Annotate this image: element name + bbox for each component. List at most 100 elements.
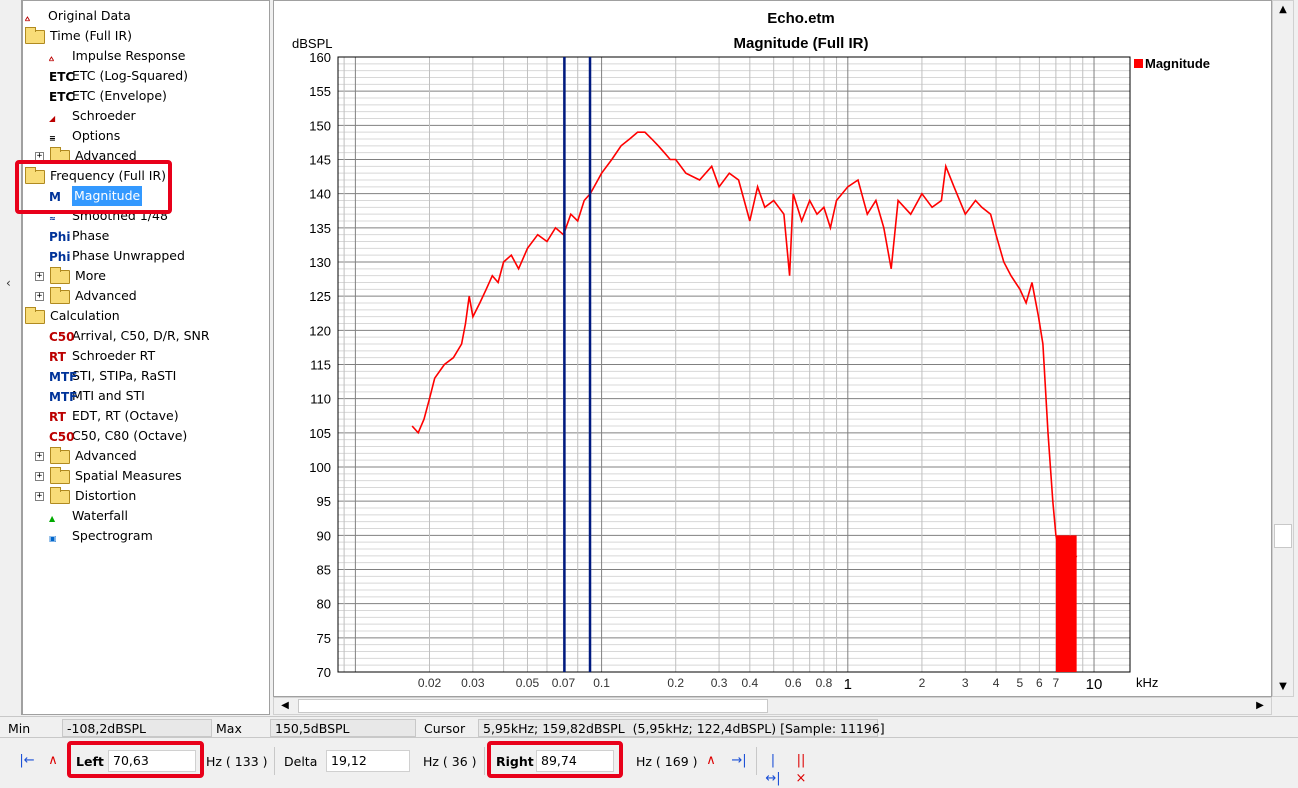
expand-icon[interactable]: + — [35, 470, 44, 481]
tree-item[interactable]: Time (Full IR) — [25, 26, 132, 46]
tree-item-label: Original Data — [48, 8, 131, 23]
zoom-to-cursors-icon[interactable]: |↔| — [765, 753, 781, 786]
scroll-up-icon[interactable]: ▲ — [1279, 4, 1287, 15]
expand-icon[interactable]: + — [35, 270, 44, 281]
tree-item-label: ETC (Envelope) — [72, 88, 167, 103]
y-tick-label: 80 — [317, 597, 331, 612]
tree-item[interactable]: Frequency (Full IR) — [25, 166, 166, 186]
x-tick-label: 0.2 — [667, 676, 684, 690]
folder-icon — [50, 487, 70, 504]
expand-icon[interactable]: + — [35, 290, 44, 301]
tree-item[interactable]: ETC ETC (Envelope) — [49, 86, 167, 106]
left-cursor-peak-icon[interactable]: ∧ — [48, 753, 58, 768]
x-tick-label: 4 — [993, 676, 1000, 690]
tree-item-label: More — [75, 268, 106, 283]
x-tick-label: 0.03 — [461, 676, 485, 690]
tree-item[interactable]: MTF MTI and STI — [49, 386, 145, 406]
expand-icon[interactable]: + — [35, 450, 44, 461]
x-axis-label: kHz — [1136, 675, 1158, 690]
x-tick-label: 0.07 — [552, 676, 576, 690]
right-cursor-peak-icon[interactable]: ∧ — [706, 753, 716, 768]
y-tick-label: 95 — [317, 494, 331, 509]
waterfall-icon: ▲ — [49, 514, 56, 523]
scroll-down-icon[interactable]: ▼ — [1279, 681, 1287, 692]
cursor-toolbar: |← ∧ Left 70,63 Hz ( 133 ) Delta 19,12 H… — [0, 739, 1298, 786]
collapse-arrow-icon[interactable]: ‹ — [6, 276, 11, 290]
tree-item[interactable]: ETC ETC (Log-Squared) — [49, 66, 188, 86]
y-tick-label: 105 — [309, 426, 331, 441]
tree-item-label: STI, STIPa, RaSTI — [72, 368, 177, 383]
options-icon: ≡ — [49, 134, 56, 143]
phase-unwrapped-icon: Phi — [49, 250, 71, 264]
tree-item[interactable]: MTF STI, STIPa, RaSTI — [49, 366, 176, 386]
vertical-scrollbar[interactable]: ▲ ▼ — [1272, 0, 1294, 697]
expand-icon[interactable]: + — [35, 490, 44, 501]
tree-item[interactable]: M Magnitude — [49, 186, 143, 206]
delta-input[interactable]: 19,12 — [326, 750, 410, 772]
tree-item[interactable]: + Advanced — [35, 446, 137, 466]
tree-item-label: Arrival, C50, D/R, SNR — [72, 328, 210, 343]
tree-item[interactable]: ≈ Smoothed 1/48 — [49, 206, 168, 226]
tree-item[interactable]: ◢ Schroeder — [49, 106, 136, 126]
tree-item[interactable]: ⩟ Original Data — [25, 6, 131, 26]
x-tick-label: 2 — [919, 676, 926, 690]
tree-item[interactable]: ▲ Waterfall — [49, 506, 128, 526]
x-tick-label: 0.1 — [593, 676, 610, 690]
vertical-scroll-thumb[interactable] — [1274, 524, 1292, 548]
move-right-cursor-to-end-icon[interactable]: →| — [731, 753, 747, 768]
phase-icon: Phi — [49, 230, 71, 244]
expand-icon[interactable]: + — [35, 150, 44, 161]
status-row: Min -108,2dBSPL Max 150,5dBSPL Cursor 5,… — [0, 716, 1298, 738]
scroll-right-icon[interactable]: ▶ — [1256, 700, 1264, 711]
y-tick-label: 135 — [309, 221, 331, 236]
tree-item[interactable]: + Advanced — [35, 146, 137, 166]
folder-icon — [50, 267, 70, 284]
right-cursor-input[interactable]: 89,74 — [536, 750, 614, 772]
delta-label: Delta — [284, 754, 318, 769]
tree-item[interactable]: ⩟ Impulse Response — [49, 46, 185, 66]
x-tick-label: 1 — [844, 676, 852, 693]
series-group — [411, 131, 1078, 672]
folder-icon — [50, 447, 70, 464]
folder-icon — [50, 287, 70, 304]
schroeder-icon: ◢ — [49, 114, 56, 123]
move-left-cursor-to-start-icon[interactable]: |← — [19, 753, 35, 768]
clear-cursors-icon[interactable]: ||× — [795, 753, 807, 786]
tree-item[interactable]: RT Schroeder RT — [49, 346, 155, 366]
y-tick-label: 120 — [309, 323, 331, 338]
tree-item-label: Impulse Response — [72, 48, 186, 63]
tree-item[interactable]: + Distortion — [35, 486, 136, 506]
cursor-value: 5,95kHz; 159,82dBSPL (5,95kHz; 122,4dBSP… — [478, 719, 885, 737]
tree-item[interactable]: Phi Phase — [49, 226, 109, 246]
tree-item[interactable]: RT EDT, RT (Octave) — [49, 406, 179, 426]
tree-item[interactable]: + More — [35, 266, 106, 286]
tree-item[interactable]: C50 Arrival, C50, D/R, SNR — [49, 326, 210, 346]
x-tick-labels: 0.02 0.03 0.05 0.07 0.1 0.2 0.3 0.4 0.6 0.8 2 3 4 5 6 7… — [418, 676, 1103, 693]
tree-item[interactable]: + Spatial Measures — [35, 466, 182, 486]
tree-item[interactable]: C50 C50, C80 (Octave) — [49, 426, 187, 446]
x-tick-label: 3 — [962, 676, 969, 690]
tree-item-label: Waterfall — [72, 508, 128, 523]
x-tick-label: 0.4 — [741, 676, 758, 690]
horizontal-scrollbar[interactable]: ◀ ▶ — [273, 697, 1272, 715]
y-tick-label: 100 — [309, 460, 331, 475]
tree-item-label: EDT, RT (Octave) — [72, 408, 179, 423]
tree-item[interactable]: Calculation — [25, 306, 120, 326]
tree-item[interactable]: + Advanced — [35, 286, 137, 306]
tree-item[interactable]: Phi Phase Unwrapped — [49, 246, 185, 266]
tree-item-label: Time (Full IR) — [50, 28, 133, 43]
tree-item[interactable]: ≡ Options — [49, 126, 120, 146]
tree-item[interactable]: ▣ Spectrogram — [49, 526, 153, 546]
y-tick-label: 150 — [309, 118, 331, 133]
magnitude-chart[interactable]: Echo.etm Magnitude (Full IR) dBSPL kHz 7… — [274, 1, 1271, 696]
horizontal-scroll-thumb[interactable] — [298, 699, 768, 713]
tree-view[interactable]: ⩟ Original Data Time (Full IR) ⩟ Impulse Res… — [22, 0, 270, 715]
tree-item-label: Distortion — [75, 488, 137, 503]
left-collapse-strip[interactable]: ‹ — [0, 0, 22, 715]
left-cursor-input[interactable]: 70,63 — [108, 750, 196, 772]
tree-item-label: Advanced — [75, 288, 137, 303]
scroll-left-icon[interactable]: ◀ — [281, 700, 289, 711]
y-axis-label: dBSPL — [292, 36, 332, 51]
c50-icon: C50 — [49, 330, 75, 344]
cursor-group — [563, 57, 592, 672]
